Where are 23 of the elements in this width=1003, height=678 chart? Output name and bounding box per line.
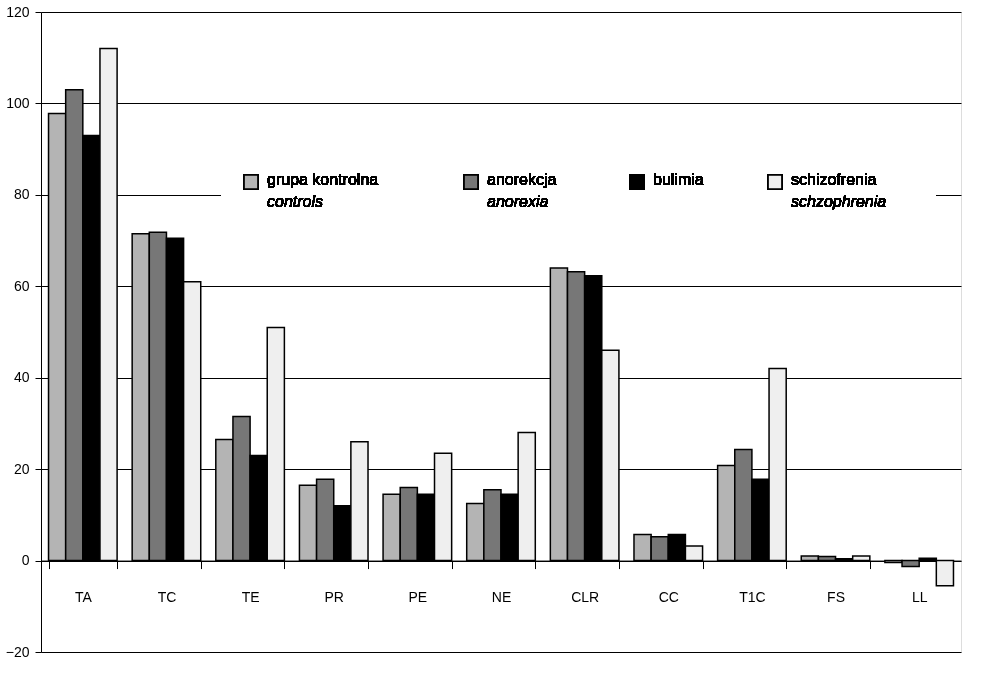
y-tick-label: 120 <box>6 3 30 20</box>
x-tick-label: TC <box>157 589 177 606</box>
legend-label: anorekcja anorexia <box>487 171 557 210</box>
y-tick-label: 0 <box>21 552 30 569</box>
x-tick-label: PE <box>408 589 428 606</box>
x-tick-label: NE <box>491 589 512 606</box>
y-tick-label: 100 <box>6 94 30 111</box>
x-tick-label: TE <box>241 589 260 606</box>
x-tick-label: T1C <box>739 589 766 606</box>
y-tick-label: 80 <box>13 186 30 203</box>
legend-label: bulimia <box>653 171 704 188</box>
y-tick-label: 60 <box>13 277 30 294</box>
x-tick-label: FS <box>827 589 845 606</box>
x-tick-label: CC <box>658 589 679 606</box>
legend-label: grupa kontrolna controls <box>267 171 379 210</box>
x-tick-label: CLR <box>571 589 600 606</box>
y-tick-label: 20 <box>13 460 30 477</box>
legend-label: schizofrenia schzophrenia <box>791 171 887 210</box>
y-tick-label: 40 <box>13 369 30 386</box>
x-tick-label: PR <box>324 589 344 606</box>
y-tick-label: −20 <box>5 643 30 660</box>
x-tick-label: TA <box>74 589 93 606</box>
x-tick-label: LL <box>911 589 928 606</box>
